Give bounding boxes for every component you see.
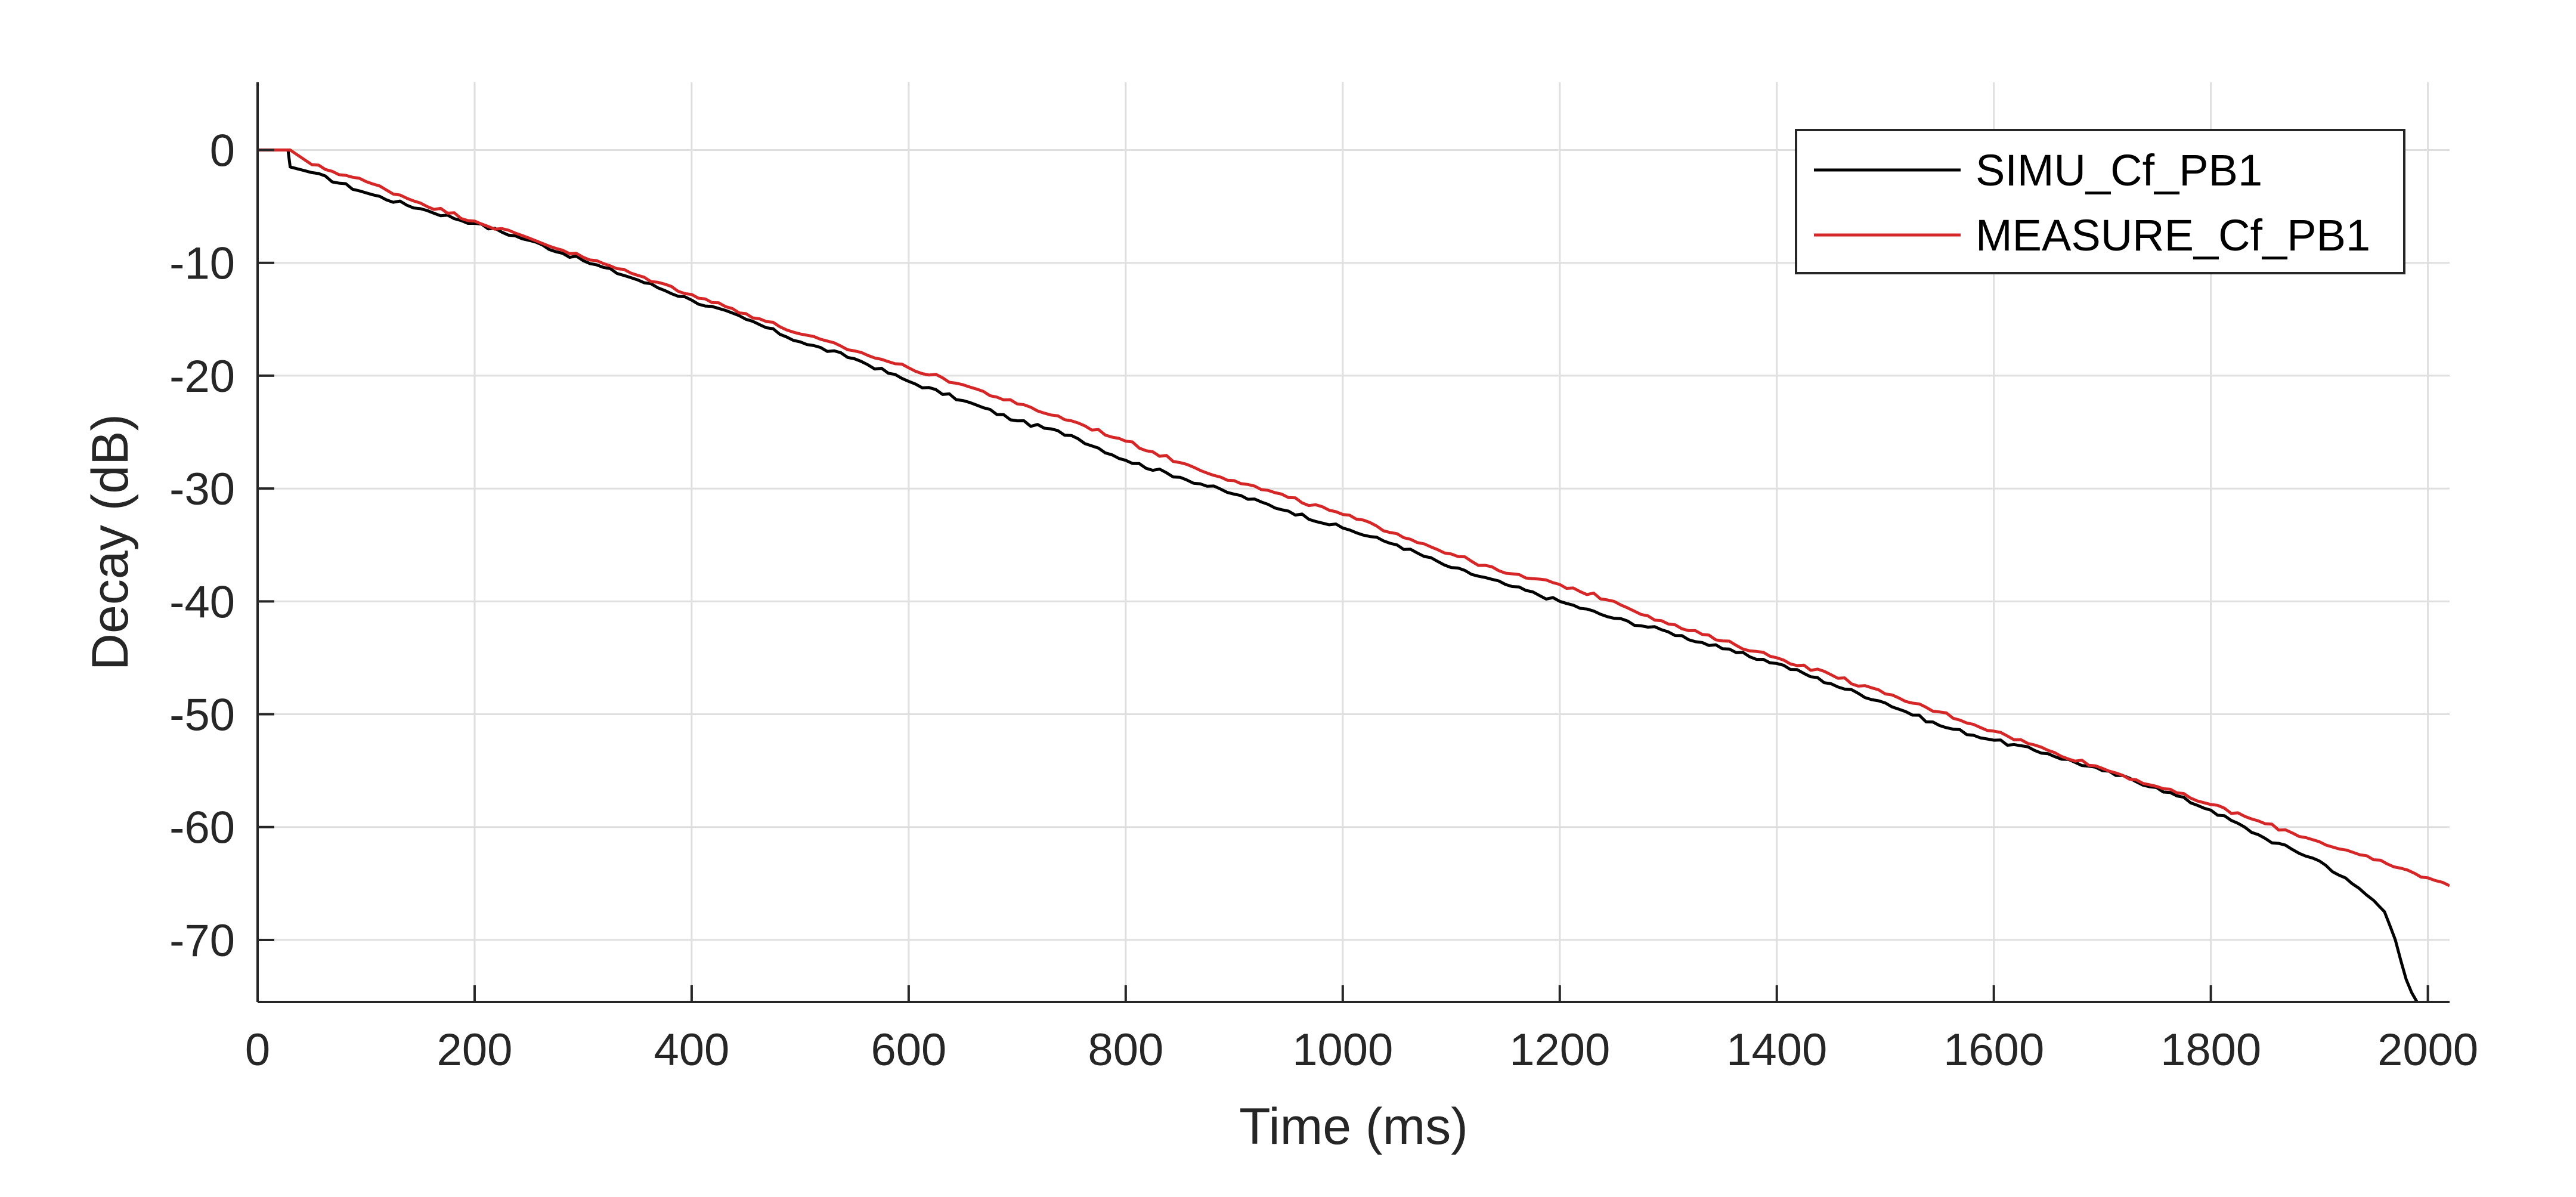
y-tick-label: -40 [169, 577, 235, 627]
legend-label-simu: SIMU_Cf_PB1 [1976, 146, 2262, 195]
x-axis-title: Time (ms) [1239, 1098, 1468, 1155]
x-tick-label: 1000 [1292, 1025, 1393, 1075]
y-tick-label: -60 [169, 803, 235, 853]
x-tick-label: 1400 [1726, 1025, 1827, 1075]
y-tick-label: -20 [169, 351, 235, 402]
x-tick-label: 200 [437, 1025, 513, 1075]
x-tick-label: 2000 [2377, 1025, 2478, 1075]
legend-box [1795, 129, 2405, 274]
y-tick-label: -70 [169, 915, 235, 966]
x-tick-label: 800 [1088, 1025, 1163, 1075]
x-tick-label: 1800 [2160, 1025, 2261, 1075]
x-tick-label: 1600 [1943, 1025, 2044, 1075]
x-tick-labels: 0 200 400 600 800 1000 1200 1400 1600 1800 2000 [245, 1025, 2478, 1075]
y-tick-label: -50 [169, 690, 235, 741]
x-tick-label: 400 [654, 1025, 730, 1075]
y-tick-label: -30 [169, 464, 235, 515]
axes [256, 82, 2450, 1003]
x-tick-label: 1200 [1509, 1025, 1610, 1075]
y-tick-label: -10 [169, 239, 235, 289]
series-line-1 [258, 149, 2450, 887]
y-tick-label: 0 [210, 126, 235, 177]
legend-label-measure: MEASURE_Cf_PB1 [1976, 211, 2370, 260]
y-axis-title: Decay (dB) [82, 414, 139, 670]
x-tick-label: 600 [871, 1025, 946, 1075]
x-tick-label: 0 [245, 1025, 270, 1075]
y-tick-labels: 0 -10 -20 -30 -40 -50 -60 -70 [169, 126, 235, 966]
series-group [258, 149, 2450, 1002]
legend: SIMU_Cf_PB1 MEASURE_Cf_PB1 [1795, 129, 2405, 274]
